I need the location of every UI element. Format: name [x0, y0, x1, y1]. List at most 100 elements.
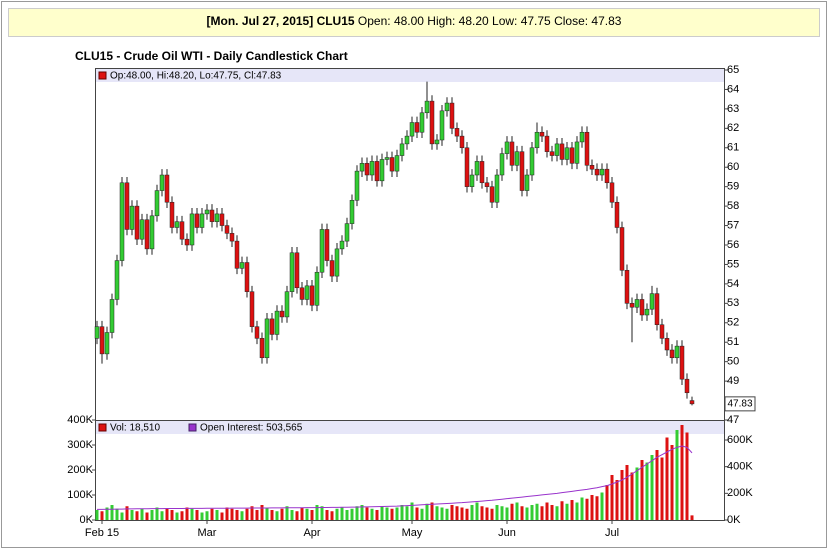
candle-body [499, 153, 505, 176]
candle-body [249, 291, 255, 327]
candle-body [144, 219, 150, 250]
volume-bar [350, 508, 354, 520]
volume-bar [275, 511, 279, 520]
candle-body [519, 151, 525, 191]
volume-bar [530, 505, 534, 520]
volume-bar [375, 510, 379, 520]
candle-body [569, 147, 575, 164]
candle-body [469, 174, 475, 187]
volume-bar [385, 507, 389, 520]
volume-bar [625, 465, 629, 520]
candle-body [299, 287, 305, 300]
volume-bar [290, 510, 294, 520]
legend-swatch [188, 423, 197, 432]
x-tick-label: May [402, 527, 423, 539]
candle-body [164, 174, 170, 203]
volume-bar [600, 492, 604, 520]
volume-bar [495, 505, 499, 520]
candle-body [139, 219, 145, 240]
oi-tick-label: 0K [727, 514, 741, 526]
candle-body [514, 151, 520, 166]
candle-body [314, 271, 320, 306]
y-tick-label: 55 [727, 258, 739, 270]
volume-bar [125, 506, 129, 520]
candle-body [109, 299, 115, 333]
volume-bar [270, 510, 274, 520]
candle-body [294, 252, 300, 289]
volume-bar [680, 425, 684, 520]
y-tick-label: 47 [727, 414, 739, 426]
candle-body [409, 122, 415, 137]
volume-bar [255, 510, 259, 520]
volume-bar [660, 457, 664, 520]
candle-body [439, 110, 445, 141]
volume-bar [630, 472, 634, 520]
volume-bar [535, 503, 539, 520]
candle-body [489, 186, 495, 203]
volume-bar [545, 502, 549, 520]
volume-bar [550, 505, 554, 520]
volume-bar [400, 505, 404, 520]
volume-bar [365, 507, 369, 520]
y-tick-label: 57 [727, 219, 739, 231]
header-rest: Open: 48.00 High: 48.20 Low: 47.75 Close… [358, 14, 622, 28]
volume-bar [225, 507, 229, 520]
volume-bar [415, 507, 419, 520]
candle-body [654, 293, 660, 325]
volume-bar [220, 512, 224, 520]
volume-bar [585, 498, 589, 520]
x-tick-label: Feb 15 [85, 527, 119, 539]
candle-body [479, 161, 485, 184]
volume-bar [265, 507, 269, 520]
y-tick-label: 53 [727, 297, 739, 309]
candle-body [684, 378, 690, 394]
volume-bar [665, 437, 669, 520]
volume-bar [135, 511, 139, 520]
volume-bar [165, 508, 169, 520]
volume-bar [580, 497, 584, 520]
volume-bar [370, 508, 374, 520]
candle-body [149, 215, 155, 250]
volume-bar [325, 510, 329, 520]
volume-bar [320, 506, 324, 520]
plot-area [95, 68, 725, 521]
volume-bar [110, 505, 114, 520]
volume-bar [310, 510, 314, 520]
y-tick-label: 50 [727, 356, 739, 368]
oi-legend: Open Interest: 503,565 [200, 423, 303, 434]
candle-body [614, 201, 620, 228]
y-tick-label: 61 [727, 142, 739, 154]
candle-body [539, 131, 545, 137]
volume-bar [485, 507, 489, 520]
candle-body [129, 205, 135, 230]
y-tick-label: 60 [727, 161, 739, 173]
volume-bar [570, 500, 574, 520]
candle-body [124, 182, 130, 230]
volume-bar [295, 511, 299, 520]
volume-bar [615, 480, 619, 520]
volume-bar [285, 506, 289, 520]
candle-body [349, 200, 355, 224]
candle-body [189, 213, 195, 246]
volume-bar [335, 508, 339, 520]
candle-body [259, 338, 265, 359]
volume-tick-label: 0K [80, 514, 94, 526]
candle-body [574, 141, 580, 164]
candle-body [99, 326, 105, 355]
volume-bar [650, 455, 654, 520]
y-tick-label: 49 [727, 375, 739, 387]
candle-body [634, 299, 640, 308]
volume-bar [605, 485, 609, 520]
x-tick-label: Apr [303, 527, 320, 539]
volume-bar [190, 508, 194, 520]
volume-bar [565, 503, 569, 520]
volume-bar [500, 506, 504, 520]
volume-bar [120, 512, 124, 520]
volume-bar [345, 510, 349, 520]
x-tick-label: Mar [198, 527, 217, 539]
candle-body [534, 131, 540, 149]
candle-body [404, 135, 410, 145]
chart-title: CLU15 - Crude Oil WTI - Daily Candlestic… [75, 49, 348, 63]
volume-bar [645, 462, 649, 520]
candle-body [114, 260, 120, 300]
